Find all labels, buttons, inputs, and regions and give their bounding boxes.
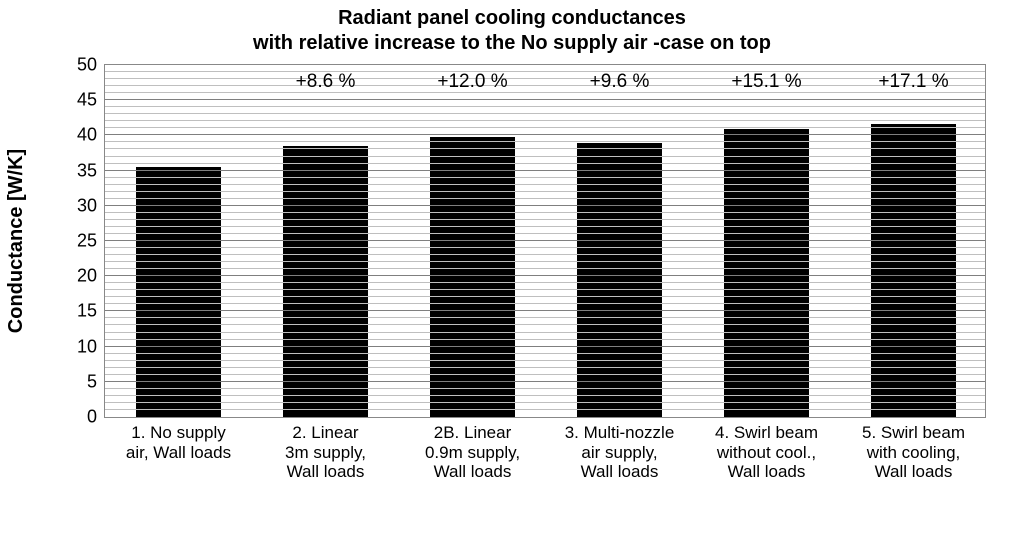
y-tick-label: 10 (77, 336, 105, 357)
y-tick-label: 50 (77, 55, 105, 76)
gridline-minor (105, 268, 985, 269)
y-tick-label: 0 (87, 407, 105, 428)
cat-line: Wall loads (434, 462, 512, 481)
gridline-minor (105, 367, 985, 368)
gridline-minor (105, 282, 985, 283)
gridline-minor (105, 254, 985, 255)
gridline-minor (105, 212, 985, 213)
x-category-label: 2. Linear3m supply,Wall loads (252, 417, 399, 482)
gridline-minor (105, 163, 985, 164)
gridline-major (105, 205, 985, 206)
gridline-minor (105, 261, 985, 262)
gridline-minor (105, 317, 985, 318)
gridline-minor (105, 198, 985, 199)
gridline-minor (105, 289, 985, 290)
cat-line: Wall loads (728, 462, 806, 481)
cat-line: air supply, (581, 443, 657, 462)
gridline-major (105, 170, 985, 171)
cat-line: 0.9m supply, (425, 443, 520, 462)
gridline-minor (105, 339, 985, 340)
bar (430, 137, 515, 417)
x-category-label: 2B. Linear0.9m supply,Wall loads (399, 417, 546, 482)
gridline-major (105, 275, 985, 276)
gridline-minor (105, 148, 985, 149)
gridline-minor (105, 127, 985, 128)
cat-line: without cool., (717, 443, 816, 462)
cat-line: 3. Multi-nozzle (565, 423, 675, 442)
bars-layer (105, 65, 985, 417)
gridline-minor (105, 296, 985, 297)
cat-line: Wall loads (875, 462, 953, 481)
gridline-minor (105, 184, 985, 185)
gridline-minor (105, 247, 985, 248)
y-tick-label: 25 (77, 231, 105, 252)
gridline-minor (105, 388, 985, 389)
y-axis-label: Conductance [W/K] (5, 149, 28, 333)
gridline-minor (105, 303, 985, 304)
bar-annotation: +12.0 % (399, 71, 546, 93)
gridline-major (105, 310, 985, 311)
y-tick-label: 40 (77, 125, 105, 146)
gridline-minor (105, 332, 985, 333)
cat-line: Wall loads (287, 462, 365, 481)
chart-title-line2: with relative increase to the No supply … (253, 32, 771, 54)
gridline-minor (105, 374, 985, 375)
gridline-minor (105, 177, 985, 178)
y-tick-label: 35 (77, 160, 105, 181)
bar-annotation: +9.6 % (546, 71, 693, 93)
gridline-major (105, 346, 985, 347)
y-tick-label: 45 (77, 90, 105, 111)
gridline-minor (105, 402, 985, 403)
gridline-minor (105, 120, 985, 121)
gridline-major (105, 381, 985, 382)
cat-line: 3m supply, (285, 443, 366, 462)
x-category-label: 1. No supplyair, Wall loads (105, 417, 252, 462)
x-category-label: 5. Swirl beamwith cooling,Wall loads (840, 417, 987, 482)
cat-line: 2. Linear (292, 423, 358, 442)
gridline-minor (105, 324, 985, 325)
x-category-label: 4. Swirl beamwithout cool.,Wall loads (693, 417, 840, 482)
gridline-minor (105, 409, 985, 410)
cat-line: Wall loads (581, 462, 659, 481)
chart-title-line1: Radiant panel cooling conductances (338, 7, 686, 29)
cat-line: 5. Swirl beam (862, 423, 965, 442)
gridline-minor (105, 395, 985, 396)
gridline-minor (105, 360, 985, 361)
y-tick-label: 5 (87, 371, 105, 392)
y-tick-label: 20 (77, 266, 105, 287)
gridline-major (105, 240, 985, 241)
x-category-label: 3. Multi-nozzleair supply,Wall loads (546, 417, 693, 482)
y-tick-label: 15 (77, 301, 105, 322)
plot-area: 051015202530354045501. No supplyair, Wal… (104, 64, 986, 418)
gridline-minor (105, 191, 985, 192)
bar-annotation: +8.6 % (252, 71, 399, 93)
cat-line: 2B. Linear (434, 423, 512, 442)
chart-title: Radiant panel cooling conductances with … (0, 6, 1024, 56)
gridline-minor (105, 106, 985, 107)
gridline-minor (105, 156, 985, 157)
gridline-minor (105, 353, 985, 354)
y-tick-label: 30 (77, 195, 105, 216)
gridline-minor (105, 141, 985, 142)
gridline-minor (105, 233, 985, 234)
cat-line: 4. Swirl beam (715, 423, 818, 442)
bar-annotation: +17.1 % (840, 71, 987, 93)
gridline-major (105, 134, 985, 135)
gridline-minor (105, 226, 985, 227)
gridline-minor (105, 219, 985, 220)
cat-line: air, Wall loads (126, 443, 231, 462)
chart-container: Radiant panel cooling conductances with … (0, 0, 1024, 541)
bar-annotation: +15.1 % (693, 71, 840, 93)
gridline-minor (105, 113, 985, 114)
cat-line: 1. No supply (131, 423, 226, 442)
cat-line: with cooling, (867, 443, 961, 462)
gridline-major (105, 99, 985, 100)
